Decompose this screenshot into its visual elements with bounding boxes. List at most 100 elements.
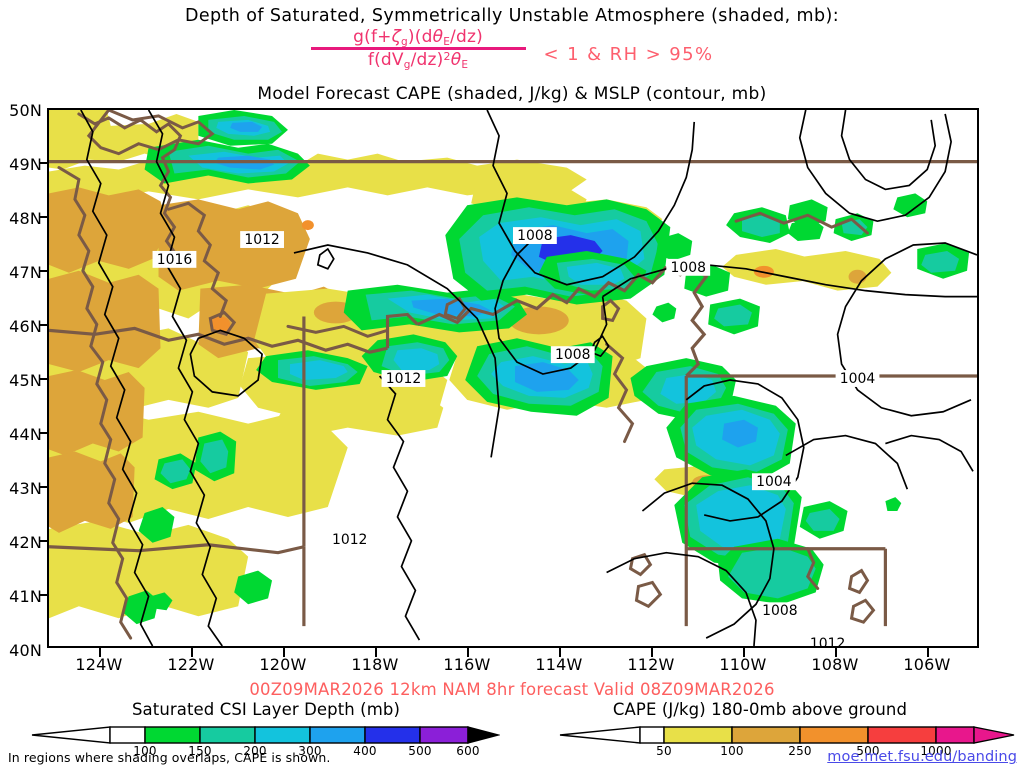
y-tick-label: 42N: [9, 533, 42, 552]
mslp-contour-1012: [147, 110, 223, 646]
cape-colorbar[interactable]: 50 100 250 500 1000: [558, 724, 1016, 758]
csi-tick-label: 100: [133, 744, 157, 758]
cape-shade-50: [49, 153, 587, 202]
svg-text:1008: 1008: [517, 228, 552, 244]
x-tick-label: 124W: [75, 655, 123, 674]
contour-label: 1008: [666, 258, 711, 276]
overlap-footnote: In regions where shading overlaps, CAPE …: [8, 750, 331, 765]
contour-label: 1008: [550, 346, 595, 363]
contour-label: 1008: [513, 227, 557, 244]
formula-condition: < 1 & RH > 95%: [543, 44, 714, 66]
x-tick-mark: [191, 648, 193, 657]
olympic-coast: [57, 166, 133, 640]
csi-bin-under100: [109, 726, 146, 744]
id-mt-border: [416, 265, 668, 326]
y-tick-label: 50N: [9, 101, 42, 120]
y-tick-label: 49N: [9, 155, 42, 174]
csi-colorbar-svg[interactable]: [30, 724, 500, 746]
lake-nv: [628, 552, 653, 577]
csi-shade-200: [393, 348, 440, 371]
y-tick-label: 48N: [9, 209, 42, 228]
mslp-contour-or-coast: [80, 110, 154, 646]
cape-underflow-arrow: [559, 726, 641, 744]
x-tick-mark: [559, 648, 561, 657]
mslp-contour-1004b: [840, 110, 937, 191]
mslp-contour-1008e: [641, 482, 775, 639]
columbia-river: [286, 324, 390, 338]
y-tick-mark: [39, 324, 48, 326]
csi-shade-150: [805, 509, 840, 531]
contour-label: 1008: [757, 602, 802, 619]
csi-shade-100: [893, 193, 928, 218]
contour-label: 1004: [835, 370, 880, 387]
contour-label: 1012: [327, 530, 372, 548]
mslp-contour-small-1: [316, 247, 335, 270]
mslp-contour-1012c: [378, 375, 421, 641]
state-borders-layer: [49, 160, 977, 627]
x-tick-label: 112W: [627, 655, 675, 674]
csi-shade-100: [885, 497, 902, 512]
csi-tick-label: 600: [456, 744, 480, 758]
cape-tick-label: 1000: [920, 744, 952, 758]
cape-shade-100: [158, 199, 310, 291]
cape-shade-100: [49, 270, 161, 373]
x-tick-label: 108W: [811, 655, 859, 674]
csi-colorbar[interactable]: 100 150 200 300 400 500 600: [30, 724, 500, 758]
cape-colorbar-svg[interactable]: [558, 724, 1016, 746]
cape-shade-100: [49, 451, 135, 533]
csi-legend-title: Saturated CSI Layer Depth (mb): [131, 700, 401, 719]
x-tick-label: 114W: [535, 655, 583, 674]
lake-utah: [847, 568, 870, 595]
cape-tick-label: 100: [720, 744, 744, 758]
y-tick-mark: [39, 432, 48, 434]
x-tick-mark: [467, 648, 469, 657]
csi-tick-label: 200: [243, 744, 267, 758]
csi-shade-100: [656, 233, 693, 261]
y-tick-label: 44N: [9, 425, 42, 444]
svg-text:1012: 1012: [244, 232, 279, 248]
forecast-map[interactable]: 1016 1012 1012 1012 1008 1008 1008 1004 …: [47, 108, 979, 648]
river-mt: [734, 211, 869, 235]
svg-text:1008: 1008: [671, 260, 706, 276]
source-url-link[interactable]: moe.met.fsu.edu/banding: [827, 749, 1017, 765]
svg-text:1012: 1012: [810, 636, 845, 646]
lake-utah-2: [849, 598, 876, 624]
cape-tick-label: 50: [656, 744, 672, 758]
contour-label: 1012: [805, 636, 850, 646]
cape-shade-250: [210, 316, 231, 333]
cape-shade-50: [801, 250, 892, 291]
mslp-contour-1004: [798, 110, 952, 223]
svg-text:1012: 1012: [386, 371, 421, 387]
cape-bin-100: [731, 726, 801, 744]
y-tick-label: 45N: [9, 371, 42, 390]
wa-or-border: [49, 326, 388, 354]
csi-overflow-arrow: [467, 726, 500, 744]
x-tick-mark: [743, 648, 745, 657]
page-title: Depth of Saturated, Symmetrically Unstab…: [184, 6, 840, 26]
cape-shade-250: [301, 220, 314, 231]
csi-shade-300: [722, 419, 758, 448]
svg-text:1004: 1004: [756, 474, 792, 490]
cape-tick-label: 250: [788, 744, 812, 758]
csi-bin-150: [199, 726, 256, 744]
x-tick-mark: [835, 648, 837, 657]
x-tick-label: 116W: [443, 655, 491, 674]
csi-bin-500: [419, 726, 469, 744]
csi-shade-150: [160, 459, 191, 484]
y-tick-mark: [39, 540, 48, 542]
y-tick-mark: [39, 270, 48, 272]
svg-text:1008: 1008: [762, 603, 797, 619]
x-tick-mark: [375, 648, 377, 657]
mslp-contour-1012d: [606, 551, 757, 646]
csi-shade-150: [921, 250, 960, 273]
map-canvas[interactable]: 1016 1012 1012 1012 1008 1008 1008 1004 …: [49, 110, 977, 646]
csi-bin-300: [309, 726, 366, 744]
lake-nv-2: [634, 580, 663, 609]
csi-shade-100: [138, 507, 175, 543]
csi-shade-200: [566, 262, 625, 285]
svg-text:1008: 1008: [555, 347, 590, 363]
lake-or: [208, 310, 237, 337]
y-tick-mark: [39, 162, 48, 164]
csi-tick-label: 500: [408, 744, 432, 758]
